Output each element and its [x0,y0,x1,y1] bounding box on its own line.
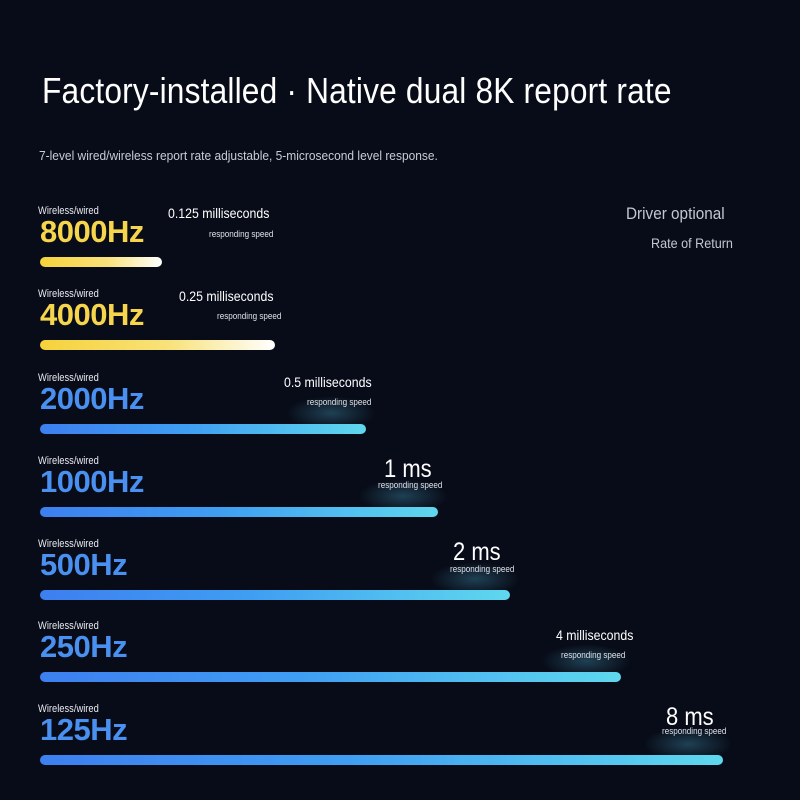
driver-optional-label: Driver optional [626,204,725,223]
bar-row: Wireless/wired 250Hz 4 milliseconds respond… [0,620,800,704]
value-sublabel: responding speed [217,311,282,321]
bar [40,424,366,434]
value-sublabel: responding speed [209,229,274,239]
bar [40,507,438,517]
value-label: 2 ms [453,538,501,566]
bar [40,340,275,350]
category-label: 500Hz [40,547,128,582]
mode-label: Wireless/wired [38,205,99,217]
bar-row: Wireless/wired 500Hz 2 ms responding speed [0,538,800,622]
bar [40,755,723,765]
category-label: 125Hz [40,712,128,747]
page-subtitle: 7-level wired/wireless report rate adjus… [39,148,438,163]
bar-row: Wireless/wired 125Hz 8 ms responding speed [0,703,800,787]
category-label: 1000Hz [40,464,144,499]
category-label: 4000Hz [40,297,144,332]
bar-glow [643,727,733,761]
mode-label: Wireless/wired [38,455,99,467]
bar-row: Wireless/wired 2000Hz 0.5 milliseconds resp… [0,372,800,456]
bar-row: Wireless/wired 4000Hz 0.25 milliseconds res… [0,288,800,372]
value-sublabel: responding speed [307,397,372,407]
value-sublabel: responding speed [450,564,515,574]
rate-of-return-label: Rate of Return [651,235,733,251]
bar [40,257,162,267]
category-label: 250Hz [40,629,128,664]
value-sublabel: responding speed [378,480,443,490]
value-label: 0.125 milliseconds [168,205,270,221]
bar-glow [430,562,520,596]
bar [40,590,510,600]
value-label: 0.5 milliseconds [284,374,372,390]
value-sublabel: responding speed [662,726,727,736]
mode-label: Wireless/wired [38,288,99,300]
value-sublabel: responding speed [561,650,626,660]
page-title: Factory-installed · Native dual 8K repor… [42,70,672,111]
mode-label: Wireless/wired [38,620,99,632]
value-label: 0.25 milliseconds [179,288,274,304]
mode-label: Wireless/wired [38,703,99,715]
mode-label: Wireless/wired [38,372,99,384]
bar-glow [286,396,376,430]
value-label: 8 ms [666,703,714,731]
value-label: 1 ms [384,455,432,483]
bar-glow [541,644,631,678]
bar-row: Wireless/wired 1000Hz 1 ms responding speed [0,455,800,539]
value-label: 4 milliseconds [556,627,634,643]
bar [40,672,621,682]
mode-label: Wireless/wired [38,538,99,550]
bar-glow [358,479,448,513]
category-label: 8000Hz [40,214,144,249]
category-label: 2000Hz [40,381,144,416]
bar-row: Wireless/wired 8000Hz 0.125 milliseconds re… [0,205,800,289]
